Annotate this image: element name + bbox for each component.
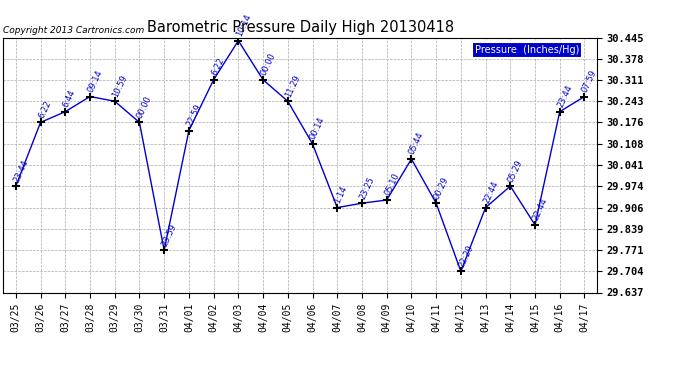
Text: 22:44: 22:44	[482, 180, 500, 205]
Text: Copyright 2013 Cartronics.com: Copyright 2013 Cartronics.com	[3, 26, 145, 35]
Text: 22:29: 22:29	[457, 243, 475, 268]
Text: 00:29: 00:29	[432, 175, 451, 200]
Text: 1:14: 1:14	[333, 184, 349, 205]
Text: 07:59: 07:59	[580, 68, 599, 94]
Text: 11:29: 11:29	[284, 73, 302, 99]
Text: Pressure  (Inches/Hg): Pressure (Inches/Hg)	[475, 45, 579, 55]
Text: 23:59: 23:59	[160, 222, 179, 248]
Text: 05:44: 05:44	[407, 131, 426, 156]
Text: 05:29: 05:29	[506, 158, 524, 183]
Text: 23:25: 23:25	[358, 175, 376, 200]
Text: 23:44: 23:44	[12, 158, 30, 183]
Text: 09:14: 09:14	[86, 68, 104, 94]
Text: 00:00: 00:00	[135, 94, 154, 120]
Text: 00:14: 00:14	[308, 116, 327, 141]
Text: 10:59: 10:59	[110, 73, 129, 99]
Text: 22:44: 22:44	[531, 197, 549, 222]
Text: 10:14: 10:14	[235, 12, 253, 38]
Text: 05:10: 05:10	[383, 172, 401, 197]
Text: 00:00: 00:00	[259, 52, 277, 77]
Text: 23:44: 23:44	[555, 84, 574, 109]
Text: 6:44: 6:44	[61, 88, 77, 109]
Title: Barometric Pressure Daily High 20130418: Barometric Pressure Daily High 20130418	[146, 20, 454, 35]
Text: 22:59: 22:59	[185, 102, 203, 128]
Text: 6:22: 6:22	[210, 56, 226, 77]
Text: 6:22: 6:22	[37, 99, 52, 120]
